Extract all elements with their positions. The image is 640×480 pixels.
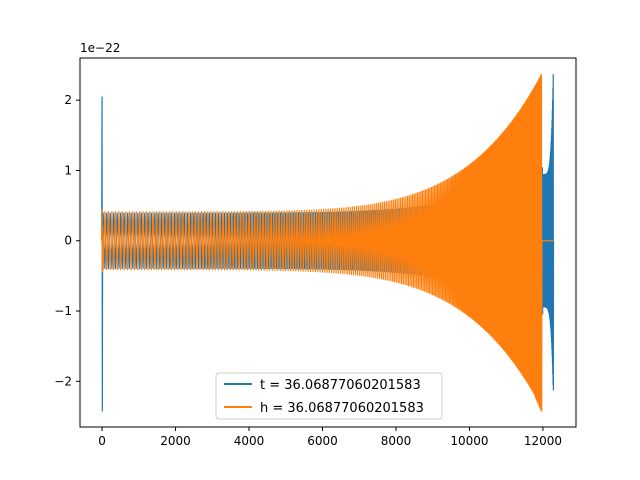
x-tick-label: 4000	[234, 434, 265, 448]
scale-label: 1e−22	[80, 41, 120, 55]
x-tick-label: 6000	[307, 434, 338, 448]
legend: t = 36.06877060201583 h = 36.06877060201…	[215, 372, 443, 420]
x-tick-label: 10000	[450, 434, 488, 448]
x-tick-label: 8000	[381, 434, 412, 448]
y-tick-label: 0	[64, 234, 72, 248]
legend-label-h: h = 36.06877060201583	[260, 401, 424, 416]
y-axis: −2 −1 0 1 2	[54, 93, 80, 388]
legend-label-t: t = 36.06877060201583	[260, 378, 421, 393]
y-tick-label: 2	[64, 93, 72, 107]
x-axis: 0 2000 4000 6000 8000 10000 12000	[98, 427, 562, 448]
series-layer	[101, 74, 555, 412]
legend-box	[215, 372, 443, 420]
y-tick-label: −1	[54, 304, 72, 318]
series-line-h	[101, 74, 554, 412]
y-tick-label: 1	[64, 163, 72, 177]
plot-frame	[79, 57, 577, 428]
x-tick-label: 12000	[524, 434, 562, 448]
x-tick-label: 2000	[160, 434, 191, 448]
x-tick-label: 0	[98, 434, 106, 448]
y-tick-label: −2	[54, 374, 72, 388]
